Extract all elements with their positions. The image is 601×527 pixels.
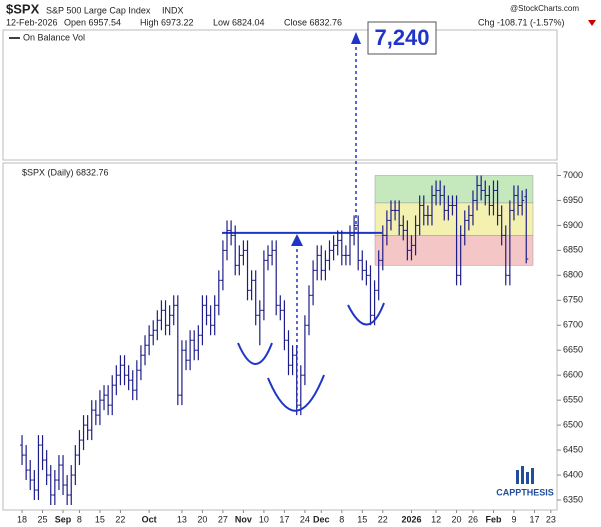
y-tick-label: 6600 xyxy=(563,370,583,380)
x-tick-label: 10 xyxy=(259,514,269,524)
y-tick-label: 6800 xyxy=(563,270,583,280)
y-tick-label: 7000 xyxy=(563,170,583,180)
logo-text: CAPPTHESIS xyxy=(496,487,554,497)
x-tick-label: Feb xyxy=(485,514,502,524)
y-tick-label: 6350 xyxy=(563,494,583,504)
y-tick-label: 6400 xyxy=(563,469,583,479)
exchange: INDX xyxy=(162,5,184,15)
y-tick-label: 6700 xyxy=(563,320,583,330)
down-triangle xyxy=(588,20,596,26)
y-tick-label: 6850 xyxy=(563,245,583,255)
credit: @StockCharts.com xyxy=(510,4,579,13)
x-tick-label: 22 xyxy=(115,514,125,524)
logo-bar xyxy=(521,466,524,484)
x-tick-label: 9 xyxy=(511,514,516,524)
x-tick-label: 17 xyxy=(529,514,539,524)
y-tick-label: 6950 xyxy=(563,195,583,205)
x-tick-label: 13 xyxy=(177,514,187,524)
x-tick-label: 20 xyxy=(452,514,462,524)
logo: CAPPTHESIS xyxy=(496,466,554,497)
arrow-head xyxy=(291,234,303,246)
y-tick-label: 6750 xyxy=(563,295,583,305)
y-tick-label: 6550 xyxy=(563,395,583,405)
obv-label: On Balance Vol xyxy=(23,32,85,42)
zone xyxy=(374,175,534,204)
logo-bar xyxy=(516,470,519,484)
x-tick-label: 18 xyxy=(17,514,27,524)
x-tick-label: Dec xyxy=(313,514,330,524)
open: Open 6957.54 xyxy=(64,17,121,27)
high: High 6973.22 xyxy=(140,17,194,27)
shoulder-curve xyxy=(347,302,385,326)
annotations: 7,240 xyxy=(237,21,437,412)
logo-bar xyxy=(531,468,534,484)
y-tick-label: 6450 xyxy=(563,444,583,454)
x-tick-label: 2026 xyxy=(401,514,421,524)
x-tick-label: 15 xyxy=(95,514,105,524)
x-tick-label: 17 xyxy=(279,514,289,524)
x-tick-label: 27 xyxy=(218,514,228,524)
y-tick-label: 6900 xyxy=(563,220,583,230)
x-tick-label: 8 xyxy=(339,514,344,524)
target-label: 7,240 xyxy=(374,25,429,50)
x-tick-label: 24 xyxy=(300,514,310,524)
x-tick-label: 22 xyxy=(378,514,388,524)
x-tick-label: 25 xyxy=(38,514,48,524)
index-name: S&P 500 Large Cap Index xyxy=(46,5,151,15)
zone xyxy=(374,235,534,266)
x-tick-label: 23 xyxy=(546,514,556,524)
symbol: $SPX xyxy=(6,1,40,16)
x-tick-label: 12 xyxy=(431,514,441,524)
x-tick-label: Oct xyxy=(142,514,157,524)
shoulder-curve xyxy=(237,342,273,365)
obv-panel xyxy=(2,29,558,161)
y-tick-label: 6500 xyxy=(563,419,583,429)
head-curve xyxy=(267,374,325,412)
y-tick-label: 6650 xyxy=(563,345,583,355)
x-tick-label: 20 xyxy=(197,514,207,524)
low: Low 6824.04 xyxy=(213,17,265,27)
x-tick-label: 26 xyxy=(468,514,478,524)
target-box xyxy=(367,21,437,55)
close: Close 6832.76 xyxy=(284,17,342,27)
date: 12-Feb-2026 xyxy=(6,17,58,27)
x-tick-label: Nov xyxy=(235,514,252,524)
change: Chg -108.71 (-1.57%) xyxy=(478,17,565,27)
arrow-head xyxy=(351,32,361,44)
x-tick-label: 8 xyxy=(77,514,82,524)
x-tick-label: 15 xyxy=(357,514,367,524)
x-tick-label: Sep xyxy=(55,514,72,524)
logo-bar xyxy=(526,472,529,484)
panel-label: $SPX (Daily) 6832.76 xyxy=(22,167,109,177)
